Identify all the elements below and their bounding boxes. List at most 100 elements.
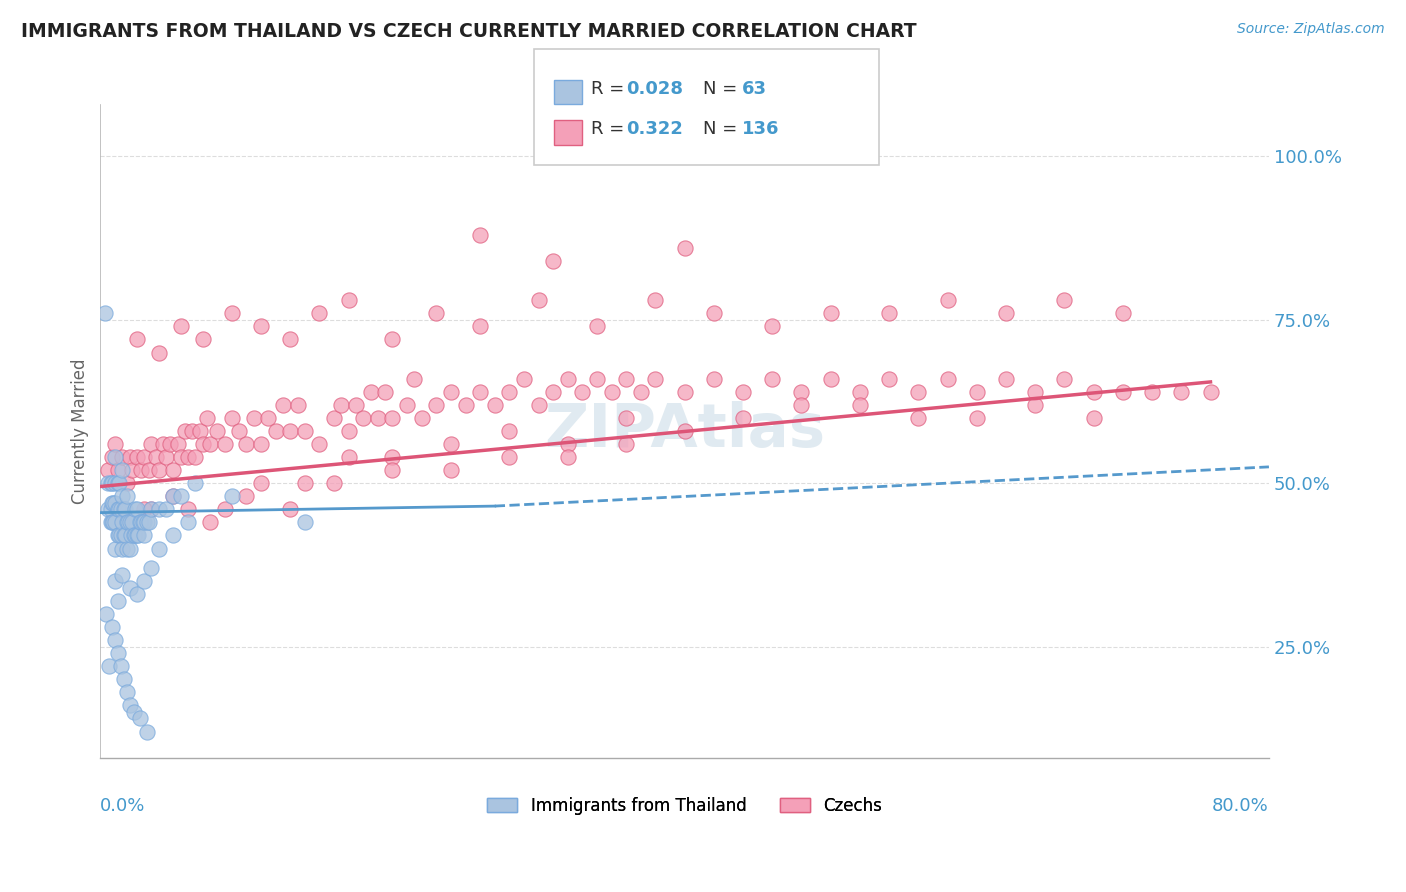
Point [125,333,148,347]
Point [104,574,127,589]
Point [337,424,360,438]
Point [107,646,129,660]
Point [134,574,156,589]
Point [118,581,141,595]
Point [425,306,447,320]
Text: 63: 63 [742,80,768,98]
Point [191,333,214,347]
Point [1053,372,1076,386]
Point [198,437,221,451]
Point [125,502,148,516]
Point [1112,306,1135,320]
Point [907,384,929,399]
Point [104,516,127,530]
Point [440,384,463,399]
Point [644,372,666,386]
Point [1199,384,1222,399]
Point [103,516,125,530]
Point [162,489,184,503]
Point [127,528,149,542]
Point [352,410,374,425]
Point [360,384,382,399]
Point [614,410,637,425]
Point [177,502,200,516]
Point [112,528,135,542]
Point [703,372,725,386]
Point [541,384,564,399]
Point [907,410,929,425]
Point [337,450,360,464]
Point [250,476,273,491]
Point [148,502,170,516]
Point [228,424,250,438]
Point [162,489,184,503]
Point [381,410,404,425]
Point [1170,384,1192,399]
Point [278,333,301,347]
Point [177,450,200,464]
Point [1053,293,1076,308]
Point [214,437,236,451]
Point [162,463,184,477]
Point [557,372,579,386]
Point [107,528,129,542]
Point [101,620,124,634]
Point [104,541,127,556]
Point [181,424,204,438]
Point [155,502,177,516]
Point [877,372,900,386]
Point [820,372,842,386]
Point [235,489,257,503]
Point [121,516,143,530]
Point [498,384,520,399]
Point [111,463,134,477]
Point [101,476,124,491]
Point [170,450,193,464]
Point [114,528,136,542]
Point [125,528,148,542]
Point [1083,410,1105,425]
Text: R =: R = [591,120,630,138]
Text: IMMIGRANTS FROM THAILAND VS CZECH CURRENTLY MARRIED CORRELATION CHART: IMMIGRANTS FROM THAILAND VS CZECH CURREN… [21,22,917,41]
Point [367,410,389,425]
Point [221,306,243,320]
Point [108,502,131,516]
Point [110,528,132,542]
Text: ZIPAtlas: ZIPAtlas [544,401,825,460]
Point [170,319,193,334]
Point [122,528,145,542]
Point [264,424,287,438]
Point [191,437,214,451]
Point [761,319,783,334]
Point [404,372,426,386]
Point [138,463,160,477]
Point [425,398,447,412]
Point [205,424,228,438]
Point [221,410,243,425]
Point [308,306,330,320]
Point [152,437,174,451]
Point [703,306,725,320]
Point [995,372,1018,386]
Point [162,528,184,542]
Point [111,450,134,464]
Point [790,384,813,399]
Point [155,450,177,464]
Text: 136: 136 [742,120,780,138]
Point [323,410,346,425]
Point [132,516,155,530]
Point [673,241,696,255]
Point [1083,384,1105,399]
Point [174,424,197,438]
Point [104,476,127,491]
Point [381,450,404,464]
Point [129,516,152,530]
Point [257,410,280,425]
Point [114,502,136,516]
Point [557,450,579,464]
Text: 80.0%: 80.0% [1212,797,1270,814]
Point [198,516,221,530]
Point [250,319,273,334]
Point [136,724,159,739]
Point [128,516,150,530]
